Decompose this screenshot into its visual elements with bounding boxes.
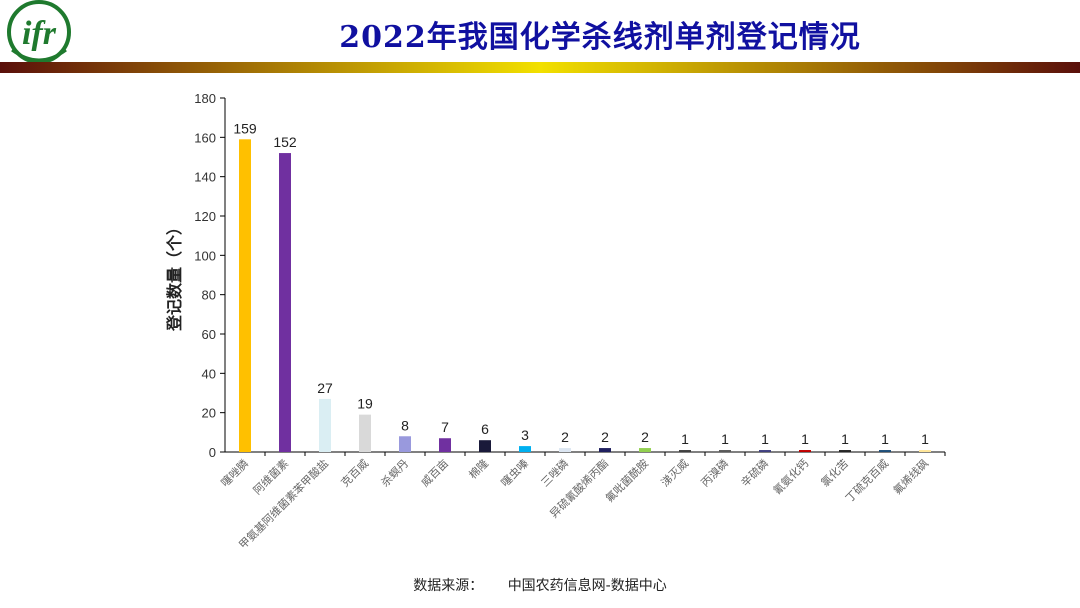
data-label: 1 (761, 431, 769, 447)
bar (919, 450, 931, 452)
data-label: 2 (641, 429, 649, 445)
bar (799, 450, 811, 452)
x-tick-label: 阿维菌素 (251, 457, 291, 497)
x-tick-label: 棉隆 (466, 456, 491, 481)
y-tick-label: 20 (202, 406, 216, 421)
y-tick-label: 100 (194, 248, 216, 263)
bar (239, 139, 251, 453)
source-value: 中国农药信息网-数据中心 (507, 578, 667, 594)
bar (679, 450, 691, 452)
data-label: 1 (801, 431, 809, 447)
x-tick-label: 杀螟丹 (378, 456, 411, 489)
x-tick-label: 三唑磷 (539, 457, 572, 490)
data-label: 2 (561, 429, 569, 445)
logo: ifr (7, 0, 71, 64)
data-label: 6 (481, 421, 489, 437)
y-tick-label: 180 (194, 91, 216, 106)
bar (399, 436, 411, 452)
x-tick-label: 辛硫磷 (738, 456, 771, 489)
x-tick-label: 威百亩 (418, 456, 451, 489)
data-label: 1 (721, 431, 729, 447)
source-label: 数据来源： (413, 578, 484, 594)
y-tick-label: 140 (194, 170, 216, 185)
data-label: 1 (881, 431, 889, 447)
bar (559, 448, 571, 452)
data-label: 1 (681, 431, 689, 447)
bar (359, 414, 371, 452)
x-tick-label: 氯化苦 (818, 456, 851, 489)
bar (879, 450, 891, 452)
x-tick-label: 噻虫嗪 (498, 456, 531, 489)
x-tick-label: 丁硫克百威 (842, 456, 891, 505)
data-label: 3 (521, 427, 529, 443)
data-label: 1 (841, 431, 849, 447)
data-label: 7 (441, 419, 449, 435)
x-tick-label: 克百威 (339, 457, 372, 490)
data-label: 27 (317, 380, 333, 396)
bar (279, 153, 291, 453)
page-title: 2022年我国化学杀线剂单剂登记情况 (339, 20, 861, 55)
x-tick-label: 氟吡菌酰胺 (602, 456, 651, 505)
y-tick-label: 60 (202, 327, 216, 342)
bar (839, 450, 851, 452)
data-label: 2 (601, 429, 609, 445)
x-tick-label: 噻唑膦 (218, 456, 251, 489)
data-label: 19 (357, 396, 373, 412)
logo-text: ifr (22, 15, 57, 52)
bar (439, 438, 451, 452)
bar (479, 440, 491, 452)
x-tick-label: 氟烯线砜 (890, 456, 931, 497)
y-tick-label: 160 (194, 130, 216, 145)
header-bar (0, 62, 1080, 73)
data-label: 159 (233, 120, 257, 136)
y-tick-label: 120 (194, 209, 216, 224)
bar (759, 450, 771, 452)
bar (599, 448, 611, 452)
bar (519, 446, 531, 452)
data-label: 1 (921, 431, 929, 447)
data-source: 数据来源： 中国农药信息网-数据中心 (0, 575, 1080, 595)
bar (719, 450, 731, 452)
bar (319, 398, 331, 452)
data-label: 8 (401, 417, 409, 433)
y-tick-label: 0 (209, 445, 216, 460)
x-tick-label: 涕灭威 (658, 456, 691, 489)
y-tick-label: 40 (202, 366, 216, 381)
y-axis-label: 登记数量（个） (165, 219, 184, 332)
y-tick-label: 80 (202, 288, 216, 303)
data-label: 152 (273, 134, 297, 150)
x-tick-label: 丙溴磷 (698, 456, 731, 489)
x-tick-label: 氰氨化钙 (770, 456, 811, 497)
bar (639, 448, 651, 452)
